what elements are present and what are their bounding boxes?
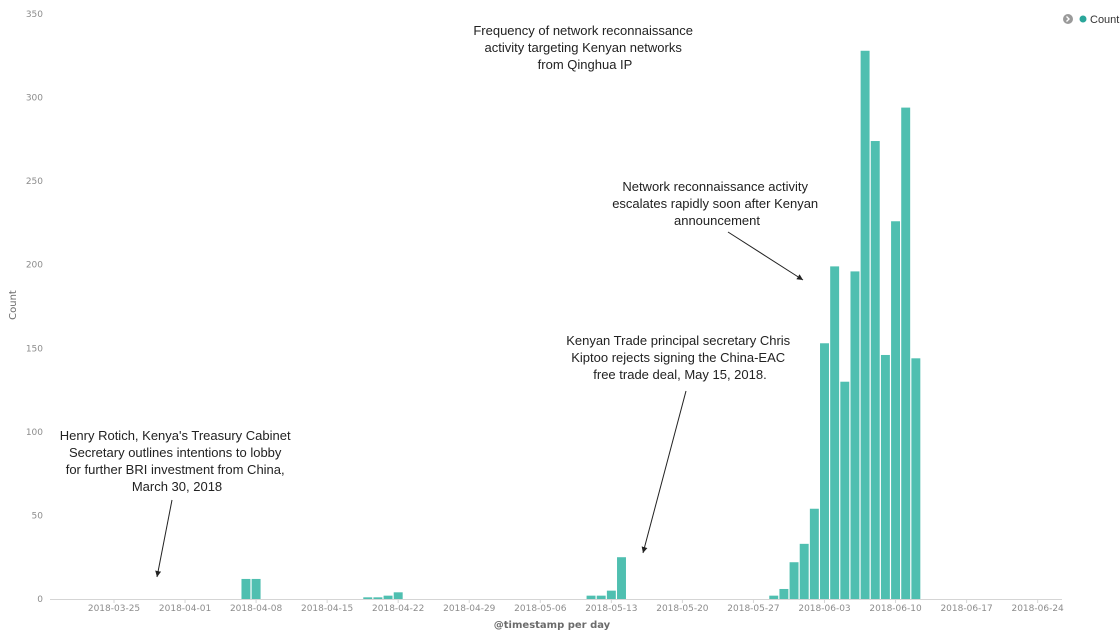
x-tick-label: 2018-06-24 (1011, 604, 1064, 614)
annotation-escalation-line: Network reconnaissance activity (622, 179, 808, 194)
bar (373, 597, 383, 599)
annotation-rotich-line: March 30, 2018 (132, 479, 222, 494)
x-tick-label: 2018-06-10 (869, 604, 922, 614)
annotation-arrow-kiptoo (641, 390, 687, 554)
annotation-rotich-line: Secretary outlines intentions to lobby (69, 445, 282, 460)
x-tick-label: 2018-04-15 (301, 604, 353, 614)
x-tick-label: 2018-04-22 (372, 604, 424, 614)
legend-label: Count (1090, 14, 1119, 26)
bar (769, 595, 779, 599)
x-tick-label: 2018-05-13 (585, 604, 637, 614)
bar (393, 592, 403, 599)
legend-dot-count (1079, 15, 1087, 23)
y-tick-label: 150 (26, 344, 43, 354)
bar (809, 508, 819, 599)
annotation-arrow-rotich (155, 499, 173, 578)
chevron-right-circle-icon[interactable] (1063, 14, 1073, 24)
bar (241, 578, 251, 599)
x-tick-label: 2018-06-03 (798, 604, 850, 614)
y-tick-label: 0 (37, 595, 43, 605)
annotation-title-line: activity targeting Kenyan networks (485, 40, 683, 55)
bar (383, 595, 393, 599)
y-axis-title: Count (8, 290, 19, 320)
x-tick-label: 2018-05-06 (514, 604, 567, 614)
annotation-rotich-line: for further BRI investment from China, (66, 462, 285, 477)
bar (586, 595, 596, 599)
y-tick-label: 100 (26, 428, 43, 438)
bars (241, 50, 921, 600)
bar (789, 562, 799, 599)
annotation-escalation-line: announcement (674, 213, 760, 228)
bar (606, 590, 616, 599)
y-tick-label: 200 (26, 261, 43, 271)
x-tick-label: 2018-05-27 (727, 604, 779, 614)
legend[interactable]: Count (1063, 14, 1119, 26)
x-tick-label: 2018-06-17 (940, 604, 992, 614)
chevron-glyph (1066, 16, 1070, 22)
x-axis: 2018-03-25 2018-04-01 2018-04-08 2018-04-15… (50, 599, 1064, 614)
bar (870, 141, 880, 599)
annotation-title: Frequency of network reconnaissance acti… (473, 23, 696, 72)
bar (363, 597, 373, 599)
annotation-arrow-escalation (727, 231, 804, 281)
x-tick-label: 2018-03-25 (88, 604, 140, 614)
x-axis-title: @timestamp per day (494, 620, 611, 631)
annotation-escalation: Network reconnaissance activity escalate… (612, 179, 822, 228)
y-tick-label: 350 (26, 10, 43, 20)
bar (779, 588, 789, 599)
bar (880, 354, 890, 599)
x-tick-label: 2018-04-01 (159, 604, 211, 614)
bar (830, 266, 840, 599)
y-tick-label: 300 (26, 94, 43, 104)
x-tick-label: 2018-04-29 (443, 604, 496, 614)
x-tick-label: 2018-05-20 (656, 604, 709, 614)
annotation-title-line: Frequency of network reconnaissance (473, 23, 693, 38)
annotation-escalation-line: escalates rapidly soon after Kenyan (612, 196, 818, 211)
bar (840, 381, 850, 599)
bar (891, 221, 901, 599)
y-tick-label: 50 (32, 511, 44, 521)
annotation-rotich: Henry Rotich, Kenya's Treasury Cabinet S… (60, 428, 294, 494)
bar (596, 595, 606, 599)
annotation-kiptoo-line: Kiptoo rejects signing the China-EAC (571, 350, 785, 365)
bar (850, 271, 860, 599)
annotation-kiptoo-line: free trade deal, May 15, 2018. (593, 367, 766, 382)
y-axis: 0 50 100 150 200 250 300 350 (26, 10, 43, 605)
annotation-rotich-line: Henry Rotich, Kenya's Treasury Cabinet (60, 428, 291, 443)
bar (860, 50, 870, 600)
bar (911, 358, 921, 599)
bar (799, 543, 809, 599)
bar (901, 107, 911, 599)
y-tick-label: 250 (26, 177, 43, 187)
x-tick-label: 2018-04-08 (230, 604, 283, 614)
bar (820, 343, 829, 599)
bar (251, 578, 261, 599)
annotation-title-line: from Qinghua IP (538, 57, 633, 72)
annotation-kiptoo-line: Kenyan Trade principal secretary Chris (566, 333, 790, 348)
annotation-kiptoo: Kenyan Trade principal secretary Chris K… (566, 333, 794, 382)
bar (617, 557, 626, 599)
